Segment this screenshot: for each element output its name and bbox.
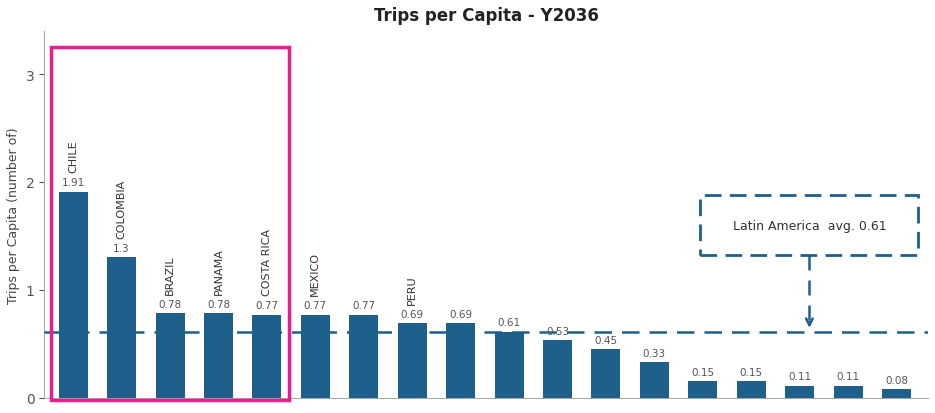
Bar: [785, 386, 814, 398]
Bar: [301, 315, 330, 398]
Bar: [495, 332, 524, 398]
Bar: [108, 258, 137, 398]
Bar: [446, 323, 475, 398]
Text: BRAZIL: BRAZIL: [165, 255, 175, 294]
Text: 0.78: 0.78: [158, 299, 181, 309]
Text: 0.78: 0.78: [207, 299, 230, 309]
Text: 0.08: 0.08: [885, 375, 908, 385]
Bar: [59, 192, 88, 398]
Bar: [397, 323, 426, 398]
Bar: [543, 341, 572, 398]
Bar: [592, 349, 621, 398]
Text: 0.77: 0.77: [255, 301, 279, 311]
Text: 1.91: 1.91: [62, 178, 85, 188]
Text: PERU: PERU: [408, 275, 417, 304]
Text: 0.33: 0.33: [643, 348, 666, 358]
Text: 0.77: 0.77: [304, 301, 327, 311]
Text: MEXICO: MEXICO: [310, 252, 321, 295]
Text: 0.53: 0.53: [546, 326, 569, 336]
Text: Latin America  avg. 0.61: Latin America avg. 0.61: [733, 219, 886, 232]
Bar: [640, 362, 669, 398]
Bar: [350, 315, 379, 398]
Bar: [737, 382, 766, 398]
Text: 0.11: 0.11: [788, 371, 812, 382]
Text: CHILE: CHILE: [68, 140, 79, 173]
Text: 0.11: 0.11: [837, 371, 859, 382]
Text: 1.3: 1.3: [113, 244, 130, 254]
Text: PANAMA: PANAMA: [213, 248, 223, 294]
Text: 0.77: 0.77: [352, 301, 375, 311]
Text: 0.15: 0.15: [691, 367, 714, 377]
Text: 0.45: 0.45: [595, 335, 617, 345]
Bar: [155, 314, 184, 398]
Bar: [882, 389, 911, 398]
Text: COSTA RICA: COSTA RICA: [262, 229, 272, 295]
Text: 0.15: 0.15: [740, 367, 763, 377]
Bar: [204, 314, 233, 398]
Text: 0.69: 0.69: [401, 309, 424, 319]
Bar: [252, 315, 281, 398]
FancyBboxPatch shape: [700, 196, 918, 255]
Y-axis label: Trips per Capita (number of): Trips per Capita (number of): [7, 127, 20, 303]
Text: 0.61: 0.61: [497, 318, 521, 328]
Text: 0.69: 0.69: [449, 309, 472, 319]
Bar: [688, 382, 717, 398]
Bar: [834, 386, 863, 398]
Text: COLOMBIA: COLOMBIA: [117, 179, 126, 238]
Title: Trips per Capita - Y2036: Trips per Capita - Y2036: [374, 7, 598, 25]
